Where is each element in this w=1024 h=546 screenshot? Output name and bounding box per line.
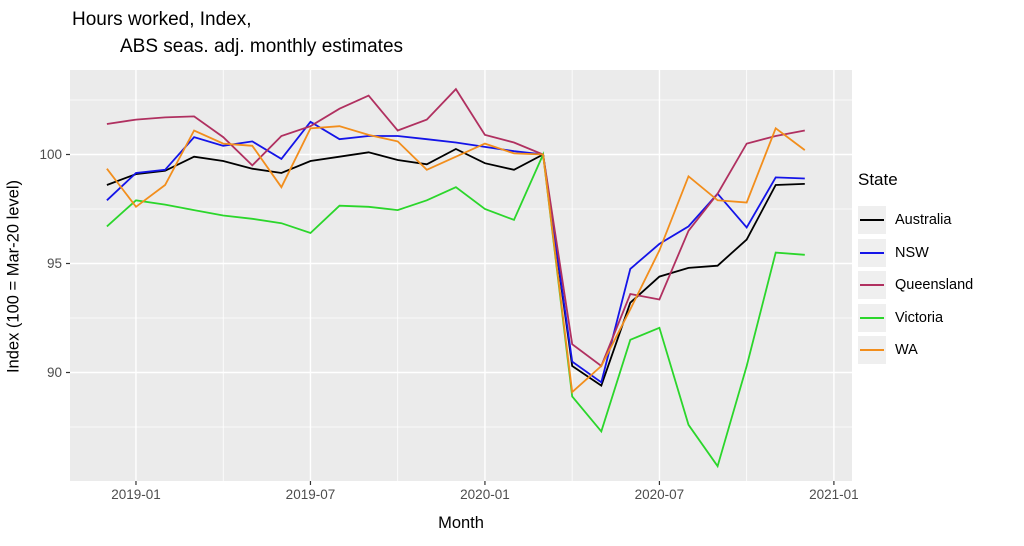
series-line-australia (106, 147, 805, 387)
legend-item-victoria: Victoria (858, 303, 973, 332)
y-tick-label: 95 (46, 255, 62, 271)
y-tick-label: 90 (46, 364, 62, 380)
x-tick-label: 2019-01 (111, 487, 161, 502)
series-line-victoria (106, 151, 805, 469)
legend-label: Australia (895, 212, 952, 228)
plot-panel (66, 70, 852, 485)
legend-key-swatch (858, 238, 886, 267)
series-line-queensland (106, 87, 805, 368)
legend-item-nsw: NSW (858, 238, 973, 267)
legend-line-icon (860, 251, 884, 254)
legend-item-australia: Australia (858, 206, 973, 234)
legend-item-queensland: Queensland (858, 271, 973, 299)
y-axis-title: Index (100 = Mar-20 level) (4, 179, 23, 374)
legend-item-wa: WA (858, 336, 973, 364)
legend-line-icon (860, 349, 884, 351)
legend-label: Queensland (895, 277, 974, 293)
x-axis-title: Month (438, 514, 484, 532)
x-tick-label: 2020-07 (634, 487, 685, 502)
legend-label: NSW (895, 244, 929, 261)
legend-line-icon (860, 219, 884, 221)
legend-label: Victoria (895, 309, 944, 326)
legend-title: State (858, 170, 898, 189)
x-tick-label: 2019-07 (285, 487, 336, 502)
x-tick-label: 2020-01 (460, 487, 510, 502)
legend-key-swatch (858, 303, 886, 332)
chart-title-line2: ABS seas. adj. monthly estimates (120, 36, 404, 57)
legend-line-icon (860, 284, 884, 286)
legend-line-icon (860, 316, 884, 319)
x-tick-label: 2021-01 (809, 487, 859, 502)
legend-label: WA (895, 342, 918, 358)
chart-title-line1: Hours worked, Index, (72, 9, 252, 30)
plot-svg (66, 70, 852, 485)
legend-key-swatch (858, 206, 886, 234)
legend-key-swatch (858, 271, 886, 299)
series-line-wa (106, 125, 806, 394)
legend-key-swatch (858, 336, 886, 364)
legend: State Australia NSW Queensland Victoria … (858, 170, 973, 369)
series-line-nsw (106, 120, 805, 384)
y-tick-label: 100 (39, 146, 62, 162)
chart-title: Hours worked, Index, ABS seas. adj. mont… (72, 6, 403, 60)
